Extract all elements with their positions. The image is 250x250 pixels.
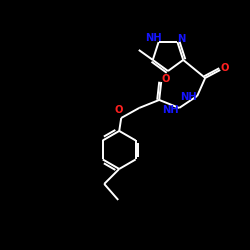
Text: O: O [221,63,230,73]
Text: N: N [177,34,186,44]
Text: NH: NH [180,92,196,102]
Text: O: O [162,74,170,84]
Text: NH: NH [162,105,178,115]
Text: O: O [115,105,124,115]
Text: NH: NH [145,33,162,43]
